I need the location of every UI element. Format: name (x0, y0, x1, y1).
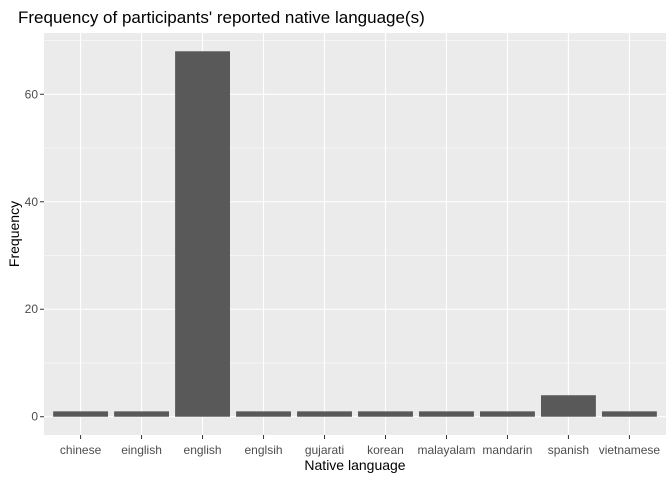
x-axis: chinese einglish english englsih gujarati kor… (60, 435, 661, 457)
chart-title: Frequency of participants' reported nati… (18, 8, 425, 27)
bar-mandarin (480, 411, 535, 417)
y-axis-title: Frequency (6, 201, 22, 267)
x-tick-label: chinese (60, 443, 102, 457)
bar-english (175, 51, 230, 417)
y-tick-label: 60 (25, 87, 39, 101)
bar-englsih (236, 411, 291, 417)
y-axis: 0 20 40 60 (25, 87, 44, 424)
y-tick-label: 20 (25, 302, 39, 316)
bar-spanish (540, 395, 596, 417)
x-tick-label: englsih (245, 443, 283, 457)
bar-korean (358, 411, 413, 417)
x-tick-label: mandarin (482, 443, 532, 457)
bar-chinese (53, 411, 109, 417)
grid-minor (44, 40, 666, 364)
x-tick-label: english (184, 443, 222, 457)
x-axis-title: Native language (304, 457, 405, 473)
bar-gujarati (297, 411, 352, 417)
x-tick-label: vietnamese (599, 443, 661, 457)
bars (53, 51, 657, 417)
x-tick-label: gujarati (305, 443, 344, 457)
plot-panel (44, 33, 666, 435)
y-tick-label: 40 (25, 195, 39, 209)
x-tick-label: spanish (548, 443, 589, 457)
x-tick-label: einglish (121, 443, 162, 457)
bar-vietnamese (601, 411, 657, 417)
x-tick-label: malayalam (417, 443, 475, 457)
x-tick-label: korean (367, 443, 404, 457)
bar-malayalam (419, 411, 474, 417)
bar-einglish (114, 411, 170, 417)
y-tick-label: 0 (31, 410, 38, 424)
